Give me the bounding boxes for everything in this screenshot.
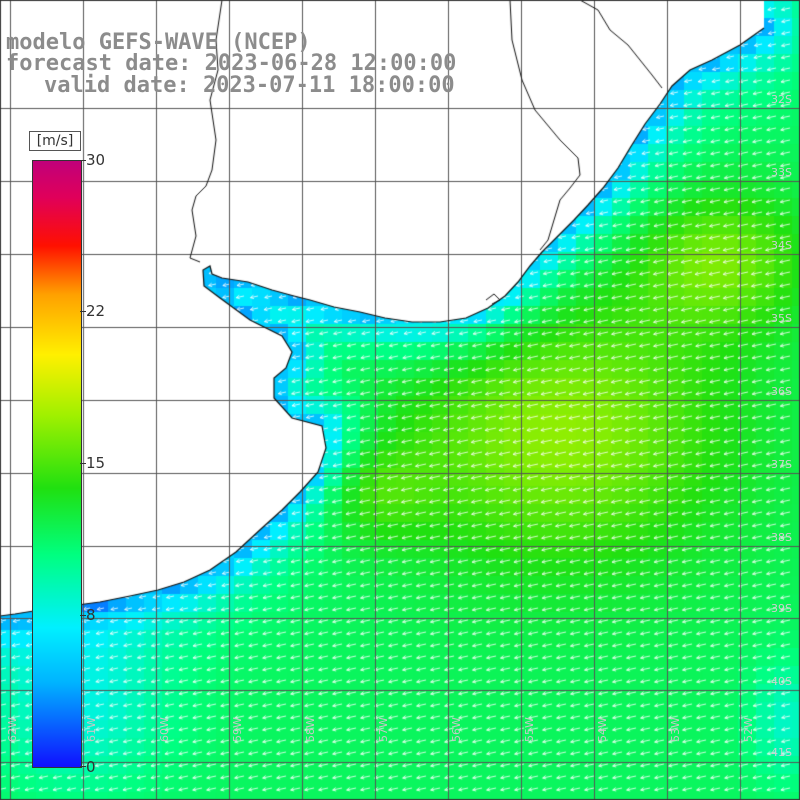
- lon-label-61w: 61W: [85, 717, 98, 742]
- colorbar-tick-mark: [80, 615, 86, 616]
- lat-label-37s: 37S: [771, 458, 792, 471]
- lon-label-60w: 60W: [158, 717, 171, 742]
- colorbar-unit-label: [m/s]: [29, 131, 81, 151]
- title-forecast-date: forecast date: 2023-06-28 12:00:00: [6, 51, 457, 76]
- lat-label-34s: 34S: [771, 239, 792, 252]
- colorbar-tick-0: 0: [86, 758, 96, 776]
- lat-label-39s: 39S: [771, 602, 792, 615]
- lon-label-56w: 56W: [450, 717, 463, 742]
- colorbar-tick-mark: [80, 463, 86, 464]
- lon-label-59w: 59W: [231, 717, 244, 742]
- lat-label-36s: 36S: [771, 385, 792, 398]
- colorbar-tick-mark: [80, 766, 86, 767]
- lat-label-38s: 38S: [771, 531, 792, 544]
- colorbar-tick-mark: [80, 160, 86, 161]
- lon-label-57w: 57W: [377, 717, 390, 742]
- lon-label-55w: 55W: [523, 717, 536, 742]
- lon-label-54w: 54W: [596, 717, 609, 742]
- colorbar: [32, 160, 82, 768]
- lon-label-53w: 53W: [669, 717, 682, 742]
- colorbar-tick-30: 30: [86, 151, 106, 169]
- lat-label-41s: 41S: [771, 746, 792, 759]
- colorbar-tick-8: 8: [86, 606, 96, 624]
- title-model: modelo GEFS-WAVE (NCEP): [6, 30, 311, 55]
- lat-label-35s: 35S: [771, 312, 792, 325]
- colorbar-tick-15: 15: [86, 454, 106, 472]
- lat-label-32s: 32S: [771, 93, 792, 106]
- colorbar-tick-mark: [80, 311, 86, 312]
- lat-label-33s: 33S: [771, 166, 792, 179]
- colorbar-tick-22: 22: [86, 302, 106, 320]
- lon-label-52w: 52W: [742, 717, 755, 742]
- lon-label-62w: 62W: [6, 717, 19, 742]
- lon-label-58w: 58W: [304, 717, 317, 742]
- title-valid-date: valid date: 2023-07-11 18:00:00: [44, 73, 455, 98]
- lat-label-40s: 40S: [771, 675, 792, 688]
